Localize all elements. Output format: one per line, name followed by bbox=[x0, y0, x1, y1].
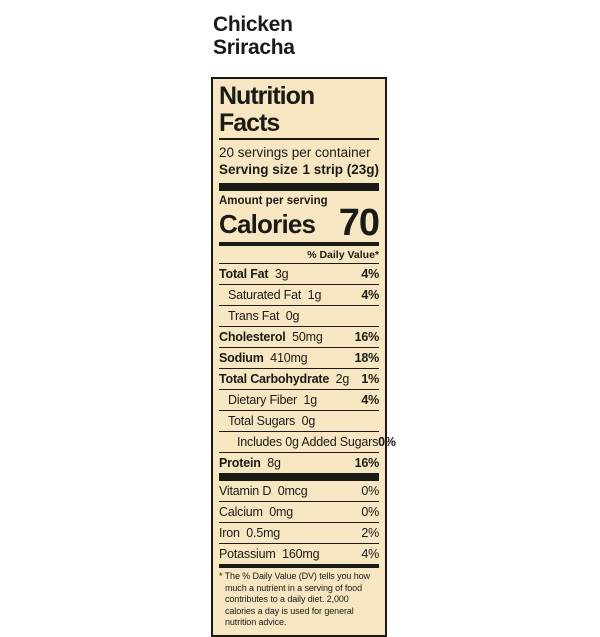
amount-per-serving-label: Amount per serving bbox=[219, 195, 328, 207]
nutrient-rows: Total Fat 3g 4% Saturated Fat 1g 4% Trans Fa… bbox=[219, 263, 396, 473]
nutrient-name: Vitamin D 0mcg bbox=[219, 483, 308, 498]
nutrient-row: Includes 0g Added Sugars 0% bbox=[219, 431, 396, 452]
nutrient-row: Dietary Fiber 1g 4% bbox=[219, 389, 379, 410]
nutrient-daily-value: 0% bbox=[361, 504, 379, 519]
product-title: Chicken Sriracha bbox=[213, 13, 295, 59]
nutrient-daily-value: 16% bbox=[354, 455, 380, 470]
nutrient-row: Saturated Fat 1g 4% bbox=[219, 284, 379, 305]
nutrient-name: Includes 0g Added Sugars bbox=[237, 434, 379, 449]
vitamin-rows: Vitamin D 0mcg 0% Calcium 0mg 0% Iron 0.5mg 2… bbox=[219, 481, 379, 564]
nutrient-row: Total Fat 3g 4% bbox=[219, 263, 379, 284]
nutrient-name: Dietary Fiber 1g bbox=[228, 392, 318, 407]
calories-label: Calories bbox=[219, 209, 316, 239]
nutrition-facts-label: Nutrition Facts 20 servings per containe… bbox=[211, 77, 396, 637]
product-title-line2: Sriracha bbox=[213, 36, 295, 59]
nutrient-name: Iron 0.5mg bbox=[219, 525, 281, 540]
vitamin-row: Potassium 160mg 4% bbox=[219, 543, 379, 564]
vitamin-row: Iron 0.5mg 2% bbox=[219, 522, 379, 543]
vitamin-row: Vitamin D 0mcg 0% bbox=[219, 481, 379, 501]
servings-per-container: 20 servings per container bbox=[219, 145, 371, 160]
product-title-line1: Chicken bbox=[213, 13, 293, 36]
serving-size-row: Serving size 1 strip (23g) bbox=[219, 161, 379, 183]
nutrient-daily-value: 1% bbox=[361, 371, 379, 386]
divider-medium-bar bbox=[219, 242, 379, 246]
nutrient-name: Total Sugars 0g bbox=[228, 413, 316, 428]
nutrient-daily-value: 2% bbox=[361, 525, 379, 540]
nutrient-name: Cholesterol 50mg bbox=[219, 329, 323, 344]
nutrient-daily-value: 4% bbox=[361, 392, 379, 407]
nutrient-row: Trans Fat 0g bbox=[219, 305, 379, 326]
nutrition-facts-title: Nutrition Facts bbox=[219, 83, 379, 140]
calories-row: Calories 70 bbox=[219, 202, 380, 244]
nutrient-row: Total Carbohydrate 2g 1% bbox=[219, 368, 379, 389]
calories-value: 70 bbox=[338, 202, 380, 244]
divider-thick-bar bbox=[219, 183, 379, 191]
nutrient-name: Protein 8g bbox=[219, 455, 281, 470]
nutrient-daily-value: 4% bbox=[361, 546, 379, 561]
serving-size-value: 1 strip (23g) bbox=[302, 162, 379, 177]
nutrient-name: Total Fat 3g bbox=[219, 266, 289, 281]
nutrient-daily-value: 16% bbox=[354, 329, 380, 344]
divider-medium-bar bbox=[219, 564, 379, 568]
vitamin-row: Calcium 0mg 0% bbox=[219, 501, 379, 522]
divider-thick-bar bbox=[219, 473, 379, 481]
daily-value-header: % Daily Value* bbox=[307, 249, 379, 261]
nutrient-row: Protein 8g 16% bbox=[219, 452, 379, 473]
nutrient-row: Sodium 410mg 18% bbox=[219, 347, 379, 368]
nutrient-daily-value: 18% bbox=[354, 350, 380, 365]
nutrient-row: Cholesterol 50mg 16% bbox=[219, 326, 379, 347]
nutrient-daily-value: 0% bbox=[361, 483, 379, 498]
nutrient-name: Potassium 160mg bbox=[219, 546, 320, 561]
nutrient-name: Total Carbohydrate 2g bbox=[219, 371, 350, 386]
nutrient-name: Sodium 410mg bbox=[219, 350, 308, 365]
nutrient-daily-value: 0% bbox=[378, 434, 396, 449]
nutrient-name: Trans Fat 0g bbox=[228, 308, 300, 323]
nutrient-row: Total Sugars 0g bbox=[219, 410, 379, 431]
nutrient-daily-value: 4% bbox=[361, 266, 379, 281]
nutrient-daily-value: 4% bbox=[361, 287, 379, 302]
nutrient-name: Saturated Fat 1g bbox=[228, 287, 322, 302]
nutrient-name: Calcium 0mg bbox=[219, 504, 294, 519]
serving-size-label: Serving size bbox=[219, 162, 298, 177]
daily-value-footnote: * The % Daily Value (DV) tells you how m… bbox=[219, 571, 370, 627]
